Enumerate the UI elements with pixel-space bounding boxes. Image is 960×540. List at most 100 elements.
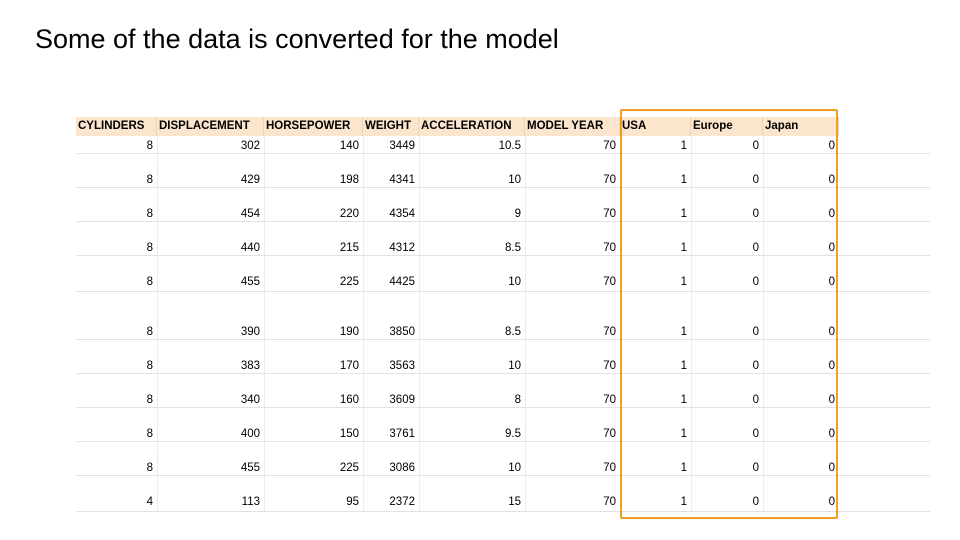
table-cell[interactable]: 70 <box>603 462 616 474</box>
table-cell[interactable]: 0 <box>828 462 835 474</box>
table-cell[interactable]: 8 <box>514 394 521 406</box>
table-cell[interactable]: 95 <box>346 496 359 508</box>
table-cell[interactable]: 225 <box>339 276 359 288</box>
table-cell[interactable]: 454 <box>240 208 260 220</box>
table-cell[interactable]: 8 <box>146 174 153 186</box>
table-cell[interactable]: 1 <box>680 394 687 406</box>
table-cell[interactable]: 0 <box>752 174 759 186</box>
table-cell[interactable]: 0 <box>752 326 759 338</box>
column-header-europe[interactable]: Europe <box>691 117 763 136</box>
table-cell[interactable]: 340 <box>240 394 260 406</box>
table-cell[interactable]: 4425 <box>389 276 415 288</box>
table-cell[interactable]: 70 <box>603 208 616 220</box>
table-cell[interactable]: 8.5 <box>505 326 521 338</box>
column-header-weight[interactable]: WEIGHT <box>363 117 419 136</box>
table-cell[interactable]: 455 <box>240 276 260 288</box>
table-cell[interactable]: 1 <box>680 174 687 186</box>
column-header-cylinders[interactable]: CYLINDERS <box>76 117 157 136</box>
table-cell[interactable]: 10 <box>508 276 521 288</box>
table-cell[interactable]: 0 <box>828 242 835 254</box>
table-cell[interactable]: 4 <box>146 496 153 508</box>
table-cell[interactable]: 0 <box>828 496 835 508</box>
table-cell[interactable]: 150 <box>339 428 359 440</box>
table-cell[interactable]: 1 <box>680 428 687 440</box>
table-cell[interactable]: 0 <box>828 140 835 152</box>
table-cell[interactable]: 1 <box>680 140 687 152</box>
table-cell[interactable]: 0 <box>752 208 759 220</box>
table-cell[interactable]: 8 <box>146 208 153 220</box>
table-cell[interactable]: 383 <box>240 360 260 372</box>
table-cell[interactable]: 0 <box>752 140 759 152</box>
table-cell[interactable]: 8 <box>146 360 153 372</box>
table-cell[interactable]: 10 <box>508 360 521 372</box>
column-header-horsepower[interactable]: HORSEPOWER <box>264 117 363 136</box>
table-cell[interactable]: 70 <box>603 496 616 508</box>
table-cell[interactable]: 302 <box>240 140 260 152</box>
table-cell[interactable]: 0 <box>828 208 835 220</box>
table-cell[interactable]: 1 <box>680 496 687 508</box>
table-cell[interactable]: 0 <box>828 276 835 288</box>
table-cell[interactable]: 2372 <box>389 496 415 508</box>
column-header-model-year[interactable]: MODEL YEAR <box>525 117 620 136</box>
table-cell[interactable]: 3761 <box>389 428 415 440</box>
table-cell[interactable]: 70 <box>603 394 616 406</box>
table-cell[interactable]: 70 <box>603 242 616 254</box>
table-cell[interactable]: 220 <box>339 208 359 220</box>
table-cell[interactable]: 0 <box>752 242 759 254</box>
table-cell[interactable]: 1 <box>680 326 687 338</box>
table-cell[interactable]: 9 <box>514 208 521 220</box>
column-header-usa[interactable]: USA <box>620 117 691 136</box>
table-cell[interactable]: 8 <box>146 326 153 338</box>
table-cell[interactable]: 3449 <box>389 140 415 152</box>
table-cell[interactable]: 70 <box>603 276 616 288</box>
table-cell[interactable]: 10.5 <box>498 140 521 152</box>
column-header-acceleration[interactable]: ACCELERATION <box>419 117 525 136</box>
table-cell[interactable]: 1 <box>680 276 687 288</box>
table-cell[interactable]: 8 <box>146 276 153 288</box>
table-cell[interactable]: 190 <box>339 326 359 338</box>
table-cell[interactable]: 0 <box>752 496 759 508</box>
table-cell[interactable]: 0 <box>828 394 835 406</box>
table-cell[interactable]: 8 <box>146 428 153 440</box>
column-header-japan[interactable]: Japan <box>763 117 839 136</box>
table-cell[interactable]: 400 <box>240 428 260 440</box>
table-cell[interactable]: 15 <box>508 496 521 508</box>
table-cell[interactable]: 455 <box>240 462 260 474</box>
table-cell[interactable]: 390 <box>240 326 260 338</box>
table-cell[interactable]: 0 <box>752 462 759 474</box>
table-cell[interactable]: 0 <box>752 360 759 372</box>
column-header-displacement[interactable]: DISPLACEMENT <box>157 117 264 136</box>
table-cell[interactable]: 170 <box>339 360 359 372</box>
table-cell[interactable]: 8 <box>146 140 153 152</box>
table-cell[interactable]: 70 <box>603 326 616 338</box>
table-cell[interactable]: 1 <box>680 242 687 254</box>
table-cell[interactable]: 10 <box>508 462 521 474</box>
table-cell[interactable]: 1 <box>680 462 687 474</box>
table-cell[interactable]: 198 <box>339 174 359 186</box>
table-cell[interactable]: 3609 <box>389 394 415 406</box>
table-cell[interactable]: 8 <box>146 462 153 474</box>
table-cell[interactable]: 113 <box>241 496 260 508</box>
table-cell[interactable]: 0 <box>828 360 835 372</box>
table-cell[interactable]: 70 <box>603 140 616 152</box>
table-cell[interactable]: 4354 <box>389 208 415 220</box>
table-cell[interactable]: 160 <box>339 394 359 406</box>
table-cell[interactable]: 3563 <box>389 360 415 372</box>
table-cell[interactable]: 1 <box>680 208 687 220</box>
table-cell[interactable]: 429 <box>240 174 260 186</box>
table-cell[interactable]: 70 <box>603 428 616 440</box>
table-cell[interactable]: 8.5 <box>505 242 521 254</box>
table-cell[interactable]: 440 <box>240 242 260 254</box>
table-cell[interactable]: 10 <box>508 174 521 186</box>
table-cell[interactable]: 1 <box>680 360 687 372</box>
table-cell[interactable]: 4341 <box>389 174 415 186</box>
table-cell[interactable]: 9.5 <box>505 428 521 440</box>
table-cell[interactable]: 0 <box>828 174 835 186</box>
table-cell[interactable]: 3850 <box>389 326 415 338</box>
table-cell[interactable]: 225 <box>339 462 359 474</box>
table-cell[interactable]: 0 <box>752 276 759 288</box>
table-cell[interactable]: 3086 <box>389 462 415 474</box>
table-cell[interactable]: 4312 <box>389 242 415 254</box>
table-cell[interactable]: 0 <box>752 394 759 406</box>
table-cell[interactable]: 0 <box>828 428 835 440</box>
